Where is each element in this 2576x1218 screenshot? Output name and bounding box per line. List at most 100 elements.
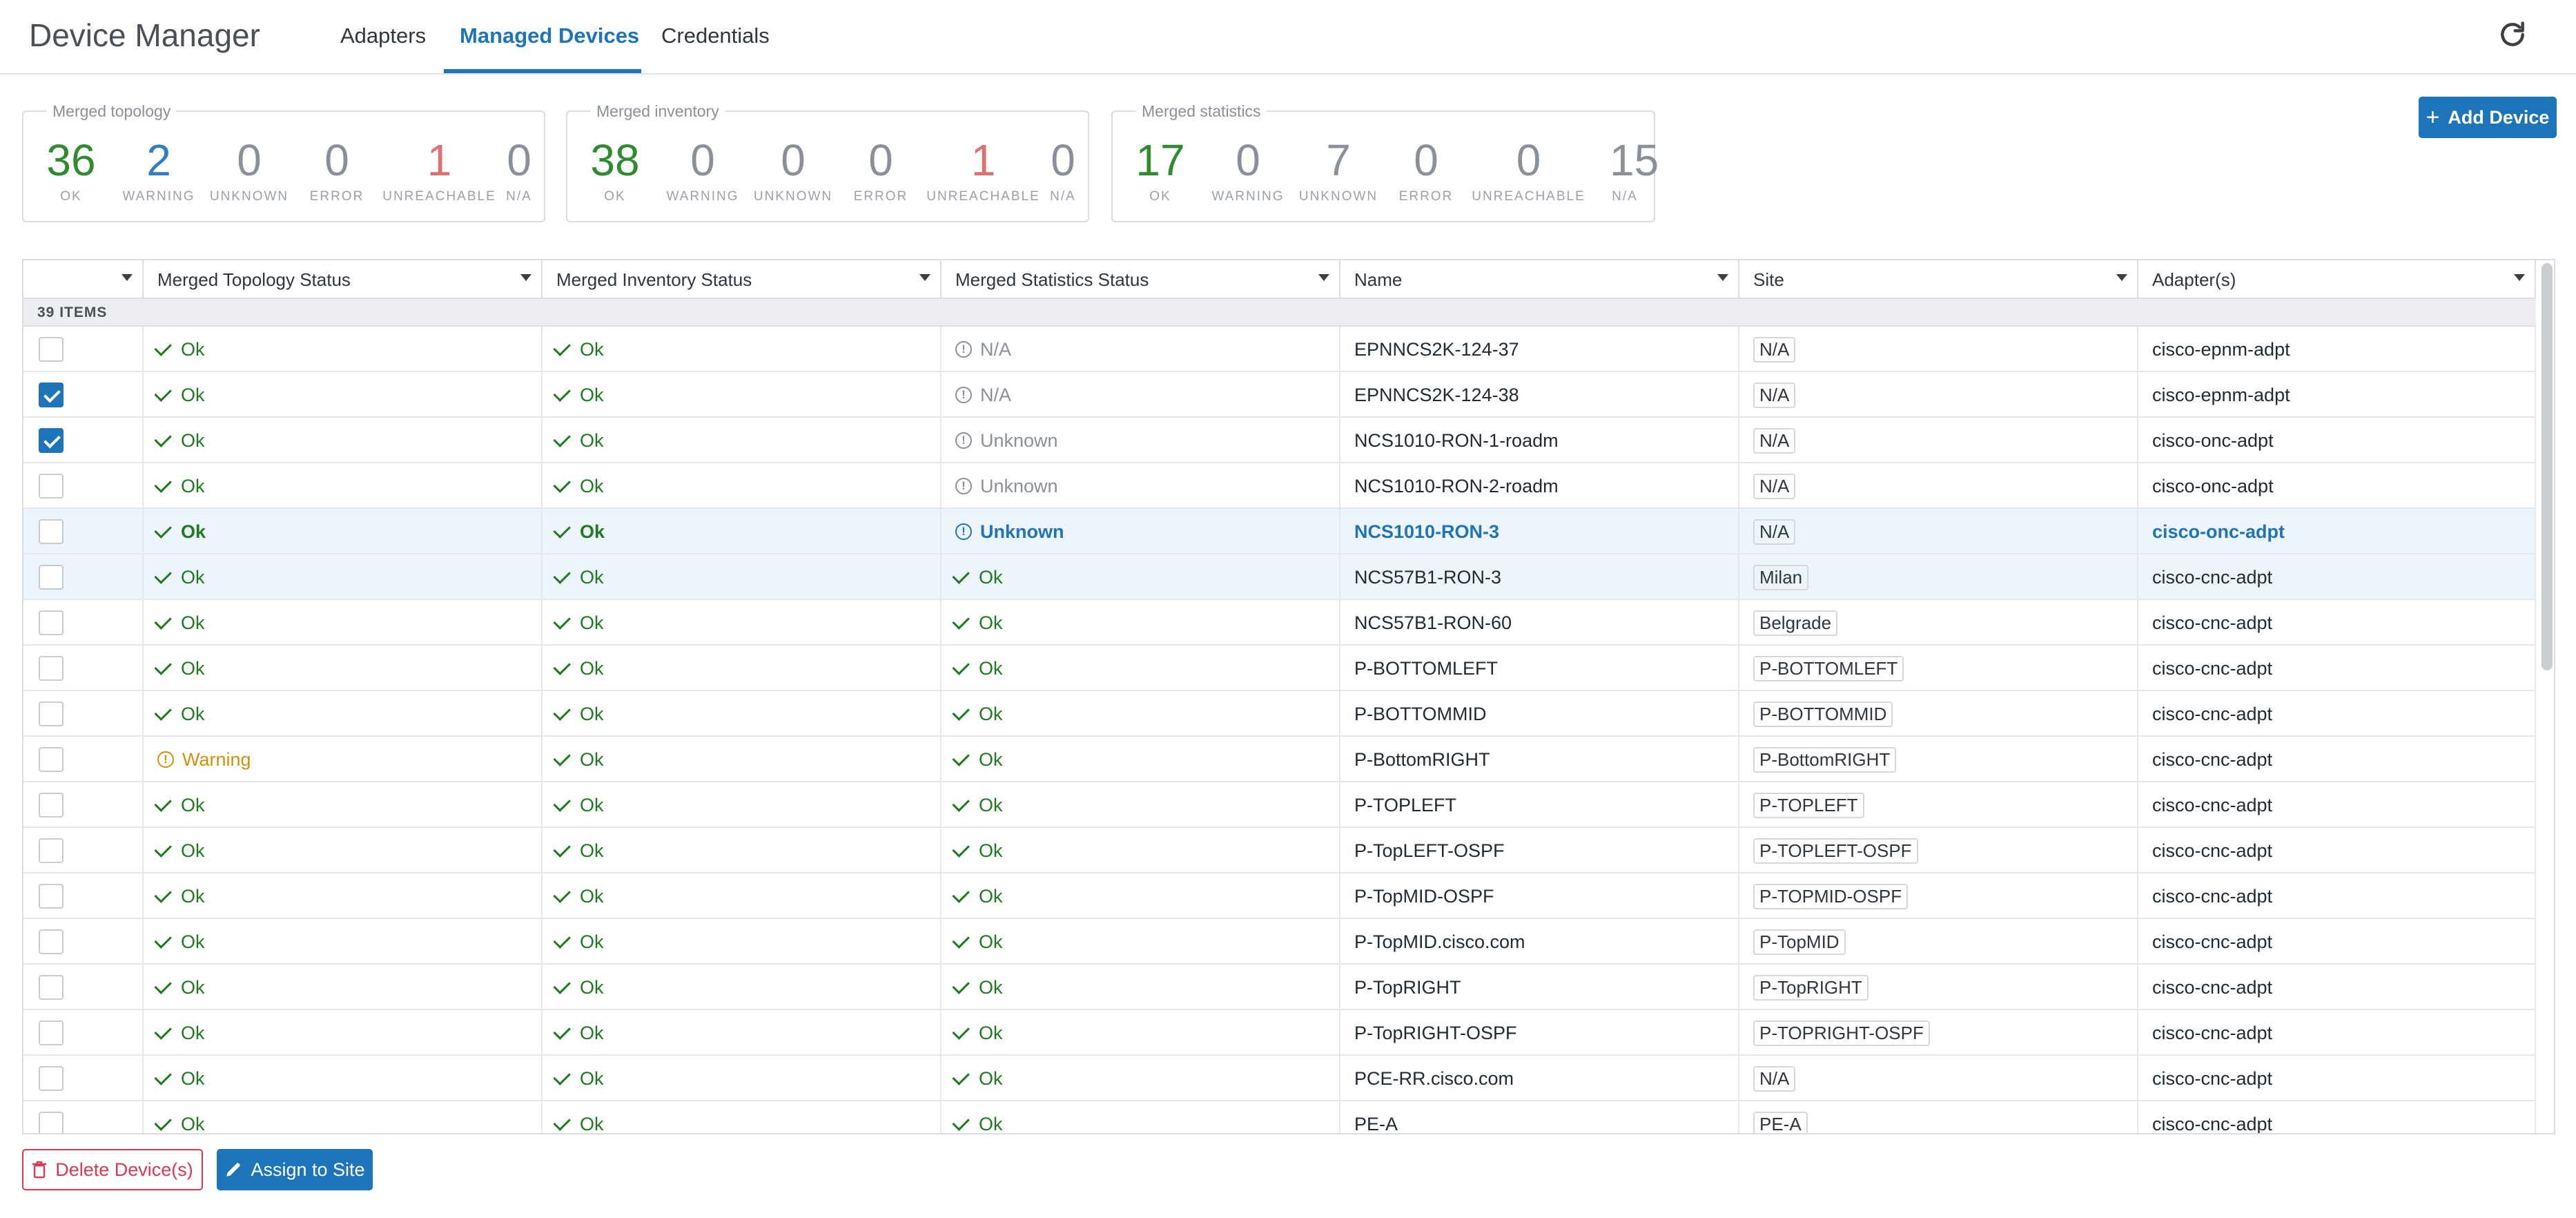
device-name[interactable]: P-BOTTOMMID [1354,703,1487,724]
table-row[interactable]: Ok Ok Ok P-TopMID.cisco.com P-TopMID cisco-cn… [23,919,2536,965]
row-checkbox[interactable] [39,383,64,407]
device-name[interactable]: NCS1010-RON-2-roadm [1354,475,1559,496]
stat-unknown[interactable]: 7 UNKNOWN [1287,135,1390,204]
device-name[interactable]: P-TopMID-OSPF [1354,885,1494,907]
cell-inventory-status: Ok [543,372,941,418]
row-checkbox[interactable] [39,474,64,499]
row-checkbox[interactable] [39,565,64,590]
stat-warning[interactable]: 2 WARNING [106,135,211,204]
device-name[interactable]: NCS1010-RON-1-roadm [1354,429,1559,451]
device-name[interactable]: P-TopRIGHT-OSPF [1354,1022,1517,1043]
status-indicator: Ok [952,1113,1003,1133]
table-row[interactable]: ! Warning Ok Ok P-BottomRIGHT P-BottomRIGHT ci… [23,737,2536,782]
table-row[interactable]: Ok Ok! Unknown NCS1010-RON-2-roadm N/A cisco-… [23,463,2536,509]
table-row[interactable]: Ok Ok Ok P-TOPLEFT P-TOPLEFT cisco-cnc-adpt [23,782,2536,828]
info-icon: ! [955,432,972,449]
assign-to-site-button[interactable]: Assign to Site [217,1149,373,1190]
stat-error[interactable]: 0 ERROR [849,135,913,204]
row-checkbox[interactable] [39,747,64,772]
stat-ok[interactable]: 17 OK [1129,135,1191,204]
table-row[interactable]: Ok Ok! Unknown NCS1010-RON-1-roadm N/A cisco-… [23,418,2536,463]
stat-unknown[interactable]: 0 UNKNOWN [197,135,301,204]
table-row[interactable]: Ok Ok Ok P-BOTTOMMID P-BOTTOMMID cisco-cnc-ad… [23,691,2536,737]
tab-credentials[interactable]: Credentials [661,23,770,48]
stat-error[interactable]: 0 ERROR [305,135,369,204]
device-name[interactable]: PCE-RR.cisco.com [1354,1067,1514,1089]
device-name[interactable]: P-TopLEFT-OSPF [1354,840,1505,861]
row-checkbox[interactable] [39,975,64,1000]
column-header-name[interactable]: Name [1340,260,1739,298]
table-row[interactable]: Ok Ok Ok PE-A PE-A cisco-cnc-adpt [23,1101,2536,1134]
stat-unreachable[interactable]: 1 UNREACHABLE [382,135,496,204]
caret-down-icon[interactable] [520,274,531,281]
tab-managed-devices[interactable]: Managed Devices [460,23,640,48]
stat-ok[interactable]: 36 OK [40,135,102,204]
stat-unreachable[interactable]: 0 UNREACHABLE [1472,135,1585,204]
device-name[interactable]: P-TOPLEFT [1354,794,1457,815]
stat-unreachable[interactable]: 1 UNREACHABLE [926,135,1040,204]
row-checkbox[interactable] [39,519,64,544]
cell-select [23,327,144,372]
stat-ok[interactable]: 38 OK [584,135,646,204]
column-header-site[interactable]: Site [1739,260,2138,298]
table-row[interactable]: Ok Ok Ok NCS57B1-RON-60 Belgrade cisco-cnc-ad… [23,600,2536,646]
column-header-merged-inventory-status[interactable]: Merged Inventory Status [543,260,941,298]
table-row[interactable]: Ok Ok Ok PCE-RR.cisco.com N/A cisco-cnc-adpt [23,1056,2536,1101]
row-checkbox[interactable] [39,610,64,635]
table-row[interactable]: Ok Ok! N/A EPNNCS2K-124-37 N/A cisco-epnm-adp… [23,327,2536,372]
device-name[interactable]: PE-A [1354,1113,1398,1134]
row-checkbox[interactable] [39,337,64,362]
row-checkbox[interactable] [39,428,64,453]
stat-na[interactable]: 0 N/A [1048,135,1078,204]
table-row[interactable]: Ok Ok Ok P-TopRIGHT-OSPF P-TOPRIGHT-OSPF cisc… [23,1010,2536,1056]
column-header-merged-statistics-status[interactable]: Merged Statistics Status [941,260,1340,298]
caret-down-icon[interactable] [2116,274,2127,281]
caret-down-icon[interactable] [2514,274,2525,281]
row-checkbox[interactable] [39,793,64,818]
stat-na[interactable]: 0 N/A [504,135,534,204]
device-name[interactable]: EPNNCS2K-124-38 [1354,384,1519,405]
stat-warning[interactable]: 0 WARNING [1196,135,1300,204]
table-scrollbar[interactable] [2541,263,2553,670]
cell-topology-status: Ok [144,873,543,919]
status-text: Ok [979,703,1003,724]
table-row[interactable]: Ok Ok Ok P-BOTTOMLEFT P-BOTTOMLEFT cisco-cnc-… [23,646,2536,691]
stat-warning[interactable]: 0 WARNING [650,135,755,204]
caret-down-icon[interactable] [1318,274,1329,281]
device-name[interactable]: EPNNCS2K-124-37 [1354,338,1519,360]
refresh-icon[interactable] [2497,19,2528,50]
delete-devices-button[interactable]: Delete Device(s) [22,1149,203,1190]
device-name[interactable]: P-BOTTOMLEFT [1354,657,1499,679]
caret-down-icon[interactable] [1717,274,1728,281]
table-row[interactable]: Ok Ok Ok NCS57B1-RON-3 Milan cisco-cnc-adpt [23,554,2536,600]
device-name[interactable]: NCS57B1-RON-60 [1354,612,1512,633]
tab-adapters[interactable]: Adapters [340,23,427,48]
table-row[interactable]: Ok Ok Ok P-TopMID-OSPF P-TOPMID-OSPF cisco-cn… [23,873,2536,919]
row-checkbox[interactable] [39,702,64,726]
row-checkbox[interactable] [39,838,64,863]
stat-unknown[interactable]: 0 UNKNOWN [741,135,845,204]
row-checkbox[interactable] [39,1021,64,1045]
row-checkbox[interactable] [39,929,64,954]
row-checkbox[interactable] [39,656,64,681]
table-row[interactable]: Ok Ok Ok P-TopRIGHT P-TopRIGHT cisco-cnc-adpt [23,965,2536,1010]
add-device-button[interactable]: + Add Device [2419,97,2557,138]
table-row[interactable]: Ok Ok Ok P-TopLEFT-OSPF P-TOPLEFT-OSPF cisco-… [23,828,2536,873]
column-header-select[interactable] [23,260,144,298]
row-checkbox[interactable] [39,1066,64,1091]
row-checkbox[interactable] [39,1112,64,1133]
stat-error[interactable]: 0 ERROR [1394,135,1458,204]
row-checkbox[interactable] [39,884,64,909]
device-name[interactable]: P-TopRIGHT [1354,976,1461,998]
caret-down-icon[interactable] [121,274,133,281]
device-name[interactable]: P-BottomRIGHT [1354,748,1490,770]
stat-na[interactable]: 15 N/A [1610,135,1659,204]
column-header-merged-topology-status[interactable]: Merged Topology Status [144,260,543,298]
device-name[interactable]: P-TopMID.cisco.com [1354,931,1525,952]
column-header-adapter-s[interactable]: Adapter(s) [2138,260,2536,298]
caret-down-icon[interactable] [919,274,930,281]
table-row[interactable]: Ok Ok! N/A EPNNCS2K-124-38 N/A cisco-epnm-adp… [23,372,2536,418]
table-row[interactable]: Ok Ok! Unknown NCS1010-RON-3 N/A cisco-onc-ad… [23,509,2536,554]
device-name[interactable]: NCS57B1-RON-3 [1354,566,1502,588]
device-name[interactable]: NCS1010-RON-3 [1354,521,1500,542]
